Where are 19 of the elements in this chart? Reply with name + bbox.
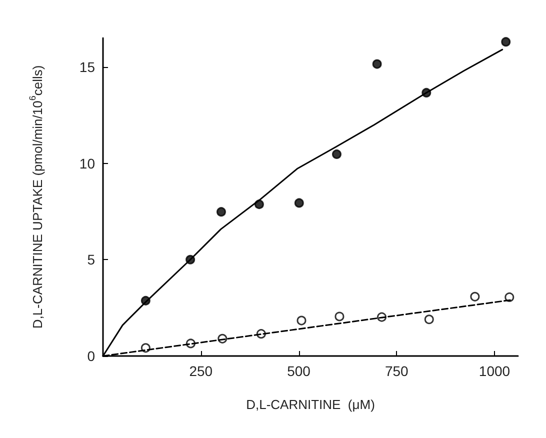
y-tick-label: 10 (79, 155, 96, 172)
y-tick-label: 5 (87, 252, 96, 268)
point (332, 149, 342, 159)
y-tick-label: 0 (87, 348, 96, 364)
x-tick-label: 750 (384, 363, 409, 379)
point (294, 198, 304, 208)
point (501, 37, 511, 47)
y-tick-label: 15 (79, 58, 96, 75)
x-tick-label: 1000 (478, 363, 510, 379)
x-axis-title: D,L-CARNITINE (μM) (246, 397, 375, 412)
point (372, 59, 382, 69)
point (334, 312, 344, 322)
point (424, 314, 434, 324)
point (216, 207, 226, 217)
x-tick-label: 500 (287, 363, 311, 379)
y-axis-title: D,L-CARNITINE UPTAKE (pmol/min/106cells) (28, 65, 45, 329)
point (296, 316, 306, 326)
point (470, 292, 480, 302)
x-tick-label: 250 (189, 363, 213, 379)
